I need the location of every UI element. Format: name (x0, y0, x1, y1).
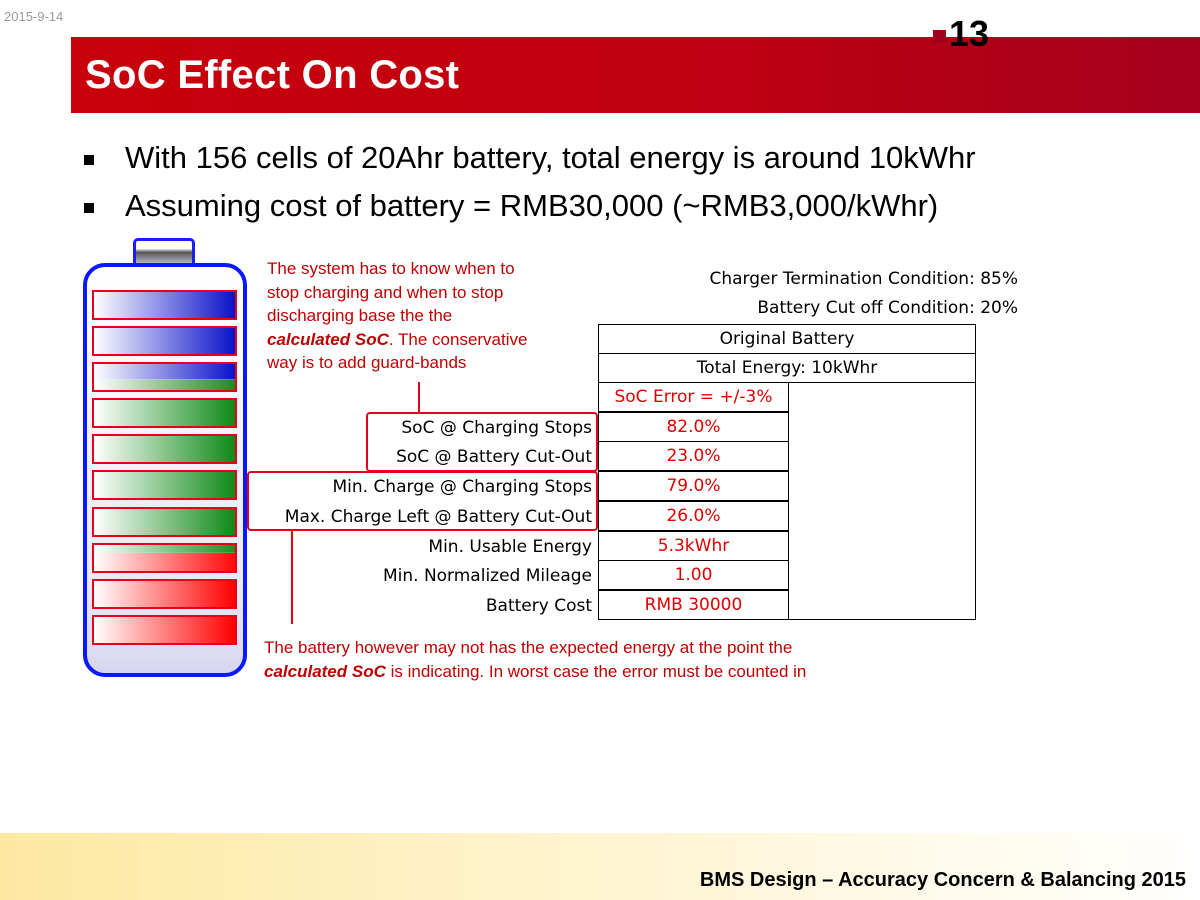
bullet-square-icon (84, 155, 94, 165)
note-emphasis: calculated SoC (267, 329, 389, 349)
note-text: . The conservative (388, 329, 528, 349)
battery-cell-green (92, 398, 237, 428)
table-header-total-energy: Total Energy: 10kWhr (598, 353, 976, 383)
worst-case-note: The battery however may not has the expe… (264, 636, 806, 683)
battery-cell-blue (92, 326, 237, 356)
footer-text: BMS Design – Accuracy Concern & Balancin… (699, 869, 1186, 891)
footer-bar: BMS Design – Accuracy Concern & Balancin… (0, 833, 1200, 900)
note-line: stop charging and when to stop (267, 282, 504, 302)
page-number: 13 (933, 14, 989, 54)
table-value-cell: 5.3kWhr (598, 531, 789, 561)
bullet-text: Assuming cost of battery = RMB30,000 (~R… (125, 188, 939, 223)
table-value-cell: 23.0% (598, 441, 789, 471)
bullet-square-icon (84, 203, 94, 213)
battery-cell-blue-green (92, 362, 237, 392)
guard-band-note: The system has to know when to stop char… (267, 257, 527, 375)
note-line: The battery however may not has the expe… (264, 638, 793, 657)
battery-cell-green-red (92, 543, 237, 573)
table-value-cell: 26.0% (598, 501, 789, 531)
note-line: The system has to know when to (267, 259, 515, 278)
connector-line (418, 382, 420, 414)
battery-cell-red (92, 579, 237, 609)
table-row-label: Min. Normalized Mileage (382, 566, 592, 586)
battery-cell-green (92, 434, 237, 464)
charge-highlight-box (247, 471, 598, 531)
connector-line (291, 531, 293, 624)
table-row-label: Max. Charge Left @ Battery Cut-Out (284, 507, 592, 527)
note-line: discharging base the the (267, 306, 453, 325)
battery-cell-green (92, 507, 237, 537)
bullet-text: With 156 cells of 20Ahr battery, total e… (125, 140, 976, 175)
table-value-cell: RMB 30000 (598, 590, 789, 620)
page-number-text: 13 (949, 13, 990, 54)
charger-termination-condition: Charger Termination Condition: 85% (709, 269, 1018, 289)
table-row-label: SoC @ Battery Cut-Out (396, 447, 592, 467)
table-value-cell: 79.0% (598, 471, 789, 501)
slide-title: SoC Effect On Cost (85, 53, 460, 97)
note-emphasis: calculated SoC (264, 661, 386, 681)
note-text: is indicating. In worst case the error m… (385, 661, 807, 681)
table-value-cell: 82.0% (598, 412, 789, 442)
battery-cutoff-condition: Battery Cut off Condition: 20% (757, 298, 1018, 318)
note-line: way is to add guard-bands (267, 353, 467, 372)
battery-cell-red (92, 615, 237, 645)
table-row-label: Min. Usable Energy (428, 537, 592, 557)
note-line: calculated SoC. The conservative (267, 328, 527, 352)
battery-terminal-icon (133, 238, 195, 266)
title-bar: SoC Effect On Cost (71, 37, 1200, 113)
slide-date: 2015-9-14 (4, 9, 64, 24)
table-row-label: SoC @ Charging Stops (401, 418, 592, 438)
soc-highlight-box (366, 412, 598, 472)
note-line: calculated SoC is indicating. In worst c… (264, 660, 806, 684)
table-value-cell: 1.00 (598, 560, 789, 590)
table-row-label: Battery Cost (485, 596, 592, 616)
table-empty-column (788, 382, 976, 620)
battery-cell-blue (92, 290, 237, 320)
battery-cell-green (92, 470, 237, 500)
page-number-square-icon (933, 30, 946, 43)
table-row-label: Min. Charge @ Charging Stops (332, 477, 592, 497)
soc-error-cell: SoC Error = +/-3% (598, 382, 789, 412)
table-header-original-battery: Original Battery (598, 324, 976, 354)
